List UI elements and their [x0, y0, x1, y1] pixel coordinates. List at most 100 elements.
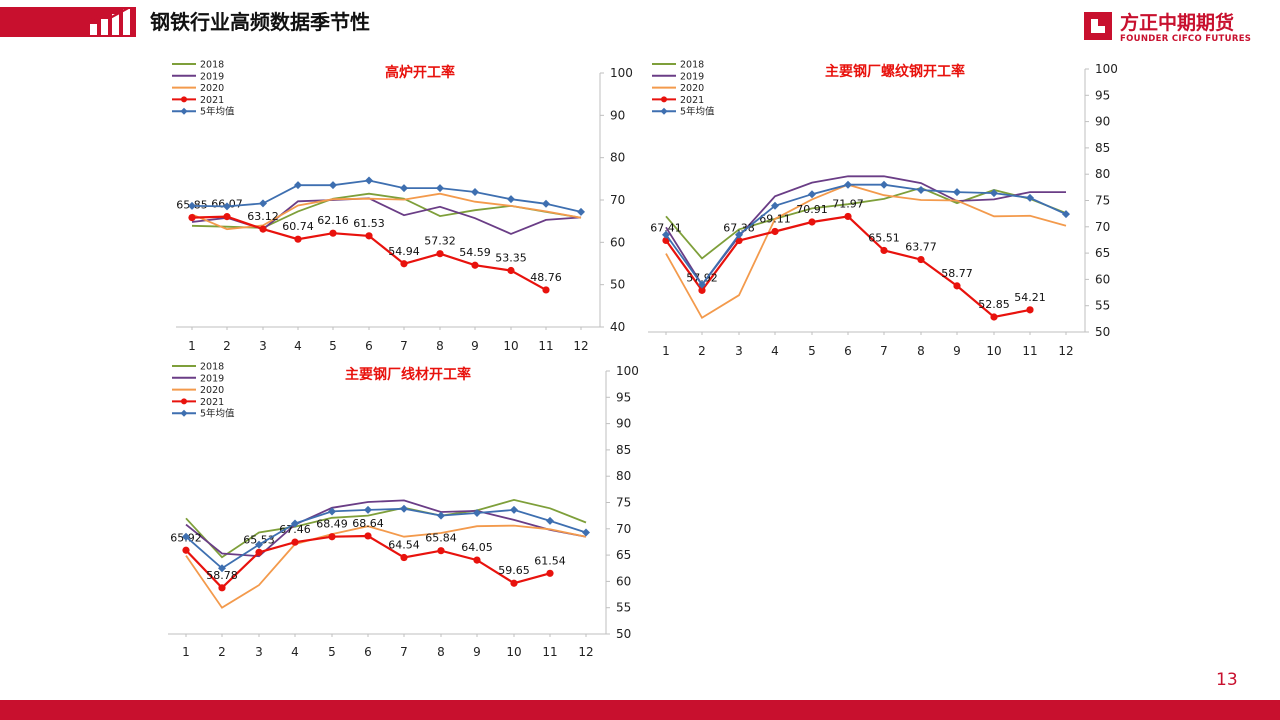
x-tick-label: 9 — [953, 344, 961, 358]
y-tick-label: 100 — [610, 66, 633, 80]
x-tick-label: 3 — [735, 344, 743, 358]
point-2021 — [223, 213, 231, 221]
point-2021 — [542, 286, 550, 294]
y-tick-label: 65 — [616, 548, 631, 562]
x-tick-label: 5 — [808, 344, 816, 358]
x-tick-label: 8 — [436, 339, 444, 353]
y-tick-label: 90 — [616, 417, 631, 431]
series-line-5年均值 — [665, 183, 1067, 287]
legend-label: 5年均值 — [680, 106, 715, 118]
point-5yr-avg — [546, 516, 554, 525]
point-5yr-avg — [510, 505, 518, 514]
x-tick-label: 3 — [255, 645, 263, 659]
legend-marker — [660, 107, 668, 115]
point-5yr-avg — [473, 509, 481, 518]
x-tick-label: 11 — [1022, 344, 1037, 358]
y-tick-label: 50 — [616, 627, 631, 641]
legend-marker — [661, 96, 667, 103]
point-2021 — [364, 532, 372, 540]
point-5yr-avg — [223, 202, 231, 211]
point-2021 — [400, 260, 408, 268]
point-5yr-avg — [771, 201, 779, 210]
y-tick-label: 80 — [616, 469, 631, 483]
legend-label: 2019 — [200, 71, 224, 82]
x-tick-label: 1 — [188, 339, 196, 353]
y-tick-label: 95 — [1095, 88, 1110, 102]
series-line-2019 — [185, 499, 587, 558]
x-tick-label: 5 — [328, 645, 336, 659]
x-tick-label: 5 — [329, 339, 337, 353]
y-tick-label: 75 — [616, 496, 631, 510]
point-2021 — [259, 225, 267, 233]
legend-label: 2018 — [680, 60, 704, 71]
x-tick-label: 2 — [698, 344, 706, 358]
chart-title: 高炉开工率 — [385, 64, 455, 81]
data-label-2021: 70.91 — [796, 203, 828, 216]
x-tick-label: 8 — [437, 645, 445, 659]
header-accent-bar — [0, 7, 136, 37]
point-2021 — [188, 213, 196, 222]
chart-title: 主要钢厂线材开工率 — [345, 366, 471, 383]
series-line-2020 — [665, 183, 1067, 320]
point-5yr-avg — [990, 189, 998, 198]
point-5yr-avg — [437, 511, 445, 520]
y-tick-label: 50 — [1095, 325, 1110, 339]
x-tick-label: 2 — [218, 645, 226, 659]
data-label-2021: 61.54 — [534, 554, 566, 567]
x-tick-label: 7 — [400, 645, 408, 659]
point-2021 — [990, 313, 998, 321]
x-tick-label: 6 — [844, 344, 852, 358]
point-2021 — [917, 255, 925, 264]
x-tick-label: 7 — [400, 339, 408, 353]
x-tick-label: 4 — [294, 339, 302, 353]
point-2021 — [328, 533, 336, 541]
legend-label: 2021 — [200, 95, 224, 106]
legend-label: 2021 — [200, 397, 224, 408]
data-label-2021: 52.85 — [978, 298, 1010, 311]
y-tick-label: 40 — [610, 320, 625, 334]
legend-marker — [181, 398, 187, 405]
x-tick-label: 10 — [986, 344, 1001, 358]
y-tick-label: 85 — [616, 443, 631, 457]
data-label-2021: 63.77 — [905, 241, 937, 254]
point-5yr-avg — [328, 507, 336, 516]
y-tick-label: 85 — [1095, 141, 1110, 155]
series-line-2018 — [185, 498, 587, 559]
point-5yr-avg — [291, 519, 299, 528]
legend-label: 2019 — [200, 373, 224, 384]
point-5yr-avg — [582, 528, 590, 537]
x-tick-label: 2 — [223, 339, 231, 353]
point-2021 — [510, 579, 518, 587]
x-tick-label: 11 — [542, 645, 557, 659]
y-tick-label: 90 — [610, 108, 625, 122]
x-tick-label: 8 — [917, 344, 925, 358]
point-5yr-avg — [1062, 210, 1070, 219]
page-number: 13 — [1216, 670, 1238, 690]
chart-title: 主要钢厂螺纹钢开工率 — [825, 63, 965, 80]
data-label-2021: 58.77 — [941, 267, 973, 280]
data-label-2021: 54.21 — [1014, 291, 1046, 304]
y-tick-label: 95 — [616, 390, 631, 404]
x-tick-label: 1 — [182, 645, 190, 659]
legend-label: 2018 — [200, 60, 224, 71]
x-tick-label: 10 — [503, 339, 518, 353]
point-5yr-avg — [953, 188, 961, 197]
point-2021 — [473, 556, 481, 564]
x-tick-label: 12 — [573, 339, 588, 353]
series-line-2018 — [665, 186, 1067, 260]
point-2021 — [844, 212, 852, 221]
point-2021 — [880, 246, 888, 255]
y-tick-label: 90 — [1095, 115, 1110, 129]
point-2021 — [698, 286, 706, 294]
company-logo: 方正中期期货 FOUNDER CIFCO FUTURES — [1082, 10, 1272, 46]
data-label-2021: 64.05 — [461, 541, 493, 554]
y-tick-label: 55 — [1095, 299, 1110, 313]
legend-label: 2018 — [200, 362, 224, 373]
point-5yr-avg — [259, 199, 267, 208]
data-label-2021: 60.74 — [282, 220, 314, 233]
data-label-2021: 67.46 — [279, 523, 311, 536]
point-2021 — [437, 547, 445, 555]
legend-label: 2021 — [680, 95, 704, 106]
point-5yr-avg — [218, 564, 226, 573]
